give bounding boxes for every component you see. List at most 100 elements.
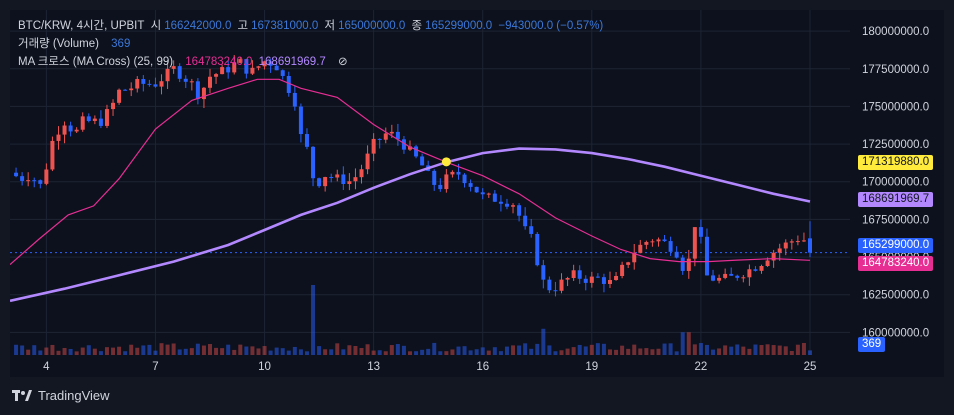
time-tick-label: 25 — [804, 361, 817, 373]
candle-body — [789, 241, 794, 243]
volume-bar — [795, 344, 800, 355]
candle-body — [359, 169, 364, 178]
volume-bar — [753, 344, 758, 355]
candle-body — [541, 265, 546, 280]
volume-bar — [692, 344, 697, 355]
candle-body — [201, 87, 206, 100]
candle-body — [98, 118, 103, 126]
candle-body — [129, 88, 134, 91]
volume-bar — [195, 343, 200, 355]
volume-bar — [620, 345, 625, 355]
candle-body — [274, 65, 279, 71]
time-axis[interactable]: 4 7 10 13 16 19 22 25 — [10, 355, 850, 377]
volume-bar — [20, 345, 25, 355]
candle-body — [620, 264, 625, 277]
volume-bar — [686, 332, 691, 355]
volume-bar — [268, 350, 273, 355]
volume-bar — [511, 345, 516, 355]
price-tick-label: 160000000.0 — [862, 327, 929, 339]
volume-bar — [577, 344, 582, 355]
time-tick-label: 10 — [258, 361, 271, 373]
volume-bar — [80, 347, 85, 355]
candle-body — [335, 174, 340, 178]
tradingview-logo[interactable]: TradingView — [12, 388, 110, 403]
visibility-icon[interactable]: ⊘ — [338, 56, 348, 68]
candle-body — [553, 290, 558, 292]
volume-bar — [444, 351, 449, 355]
volume-bar — [559, 350, 564, 355]
volume-bar — [56, 350, 61, 355]
candle-body — [504, 203, 509, 207]
candlestick-chart[interactable] — [9, 10, 850, 355]
volume-bar — [244, 346, 249, 355]
candle-body — [595, 276, 600, 278]
volume-bar — [747, 348, 752, 355]
candle-body — [183, 78, 188, 82]
candle-body — [189, 81, 194, 83]
candle-body — [801, 240, 806, 242]
low-label: 저 — [324, 20, 336, 32]
price-pane[interactable] — [9, 10, 850, 355]
fast-ma-price-tag: 164783240.0 — [858, 256, 934, 271]
candle-body — [583, 278, 588, 283]
candle-body — [608, 280, 612, 284]
volume-bar — [38, 350, 43, 355]
candle-body — [117, 89, 122, 103]
candle-body — [450, 171, 455, 175]
symbol-legend[interactable]: BTC/KRW, 4시간, UPBIT 시 166242000.0 고 167381… — [18, 17, 606, 33]
candle-body — [26, 180, 31, 182]
candle-body — [511, 205, 516, 207]
cross-price-tag: 171319880.0 — [858, 155, 934, 170]
candle-body — [698, 227, 703, 237]
candle-body — [662, 239, 667, 242]
volume-bar — [801, 342, 806, 355]
candle-body — [353, 177, 358, 182]
volume-bar — [789, 351, 794, 355]
candle-body — [250, 67, 255, 74]
ma-legend-name: MA 크로스 (MA Cross) (25, 99) — [18, 56, 174, 68]
candle-body — [729, 273, 734, 276]
candle-body — [111, 102, 116, 110]
ma-slow-line — [9, 147, 811, 303]
volume-bar — [723, 345, 728, 355]
ma-legend[interactable]: MA 크로스 (MA Cross) (25, 99) 164783240.0 1… — [18, 53, 351, 69]
time-axis-labels: 4 7 10 13 16 19 22 25 — [43, 361, 817, 373]
candle-body — [268, 61, 273, 66]
volume-bar — [238, 344, 243, 355]
candle-body — [395, 131, 400, 140]
volume-bar — [517, 345, 522, 355]
tradingview-icon — [12, 389, 32, 401]
volume-bar — [614, 349, 619, 355]
volume-bar — [608, 349, 612, 355]
volume-bar — [741, 346, 746, 355]
candle-body — [371, 138, 376, 154]
volume-bar — [256, 348, 261, 355]
volume-bar — [323, 349, 328, 355]
volume-bar — [262, 346, 267, 355]
volume-bar — [571, 347, 576, 355]
volume-bar — [486, 350, 491, 355]
price-axis[interactable]: 180000000.0 177500000.0 175000000.0 1725000… — [850, 10, 944, 355]
time-tick-label: 22 — [695, 361, 708, 373]
volume-bar — [214, 347, 219, 355]
candle-body — [214, 74, 219, 77]
candle-body — [420, 156, 425, 166]
volume-bar — [311, 285, 316, 355]
volume-bar — [583, 346, 588, 355]
candle-body — [383, 133, 388, 140]
candle-body — [498, 201, 503, 204]
candle-body — [74, 129, 79, 132]
volume-bar — [226, 344, 231, 355]
candle-body — [171, 66, 176, 69]
open-label: 시 — [150, 20, 162, 32]
candle-body — [123, 89, 128, 91]
candle-body — [135, 79, 140, 89]
candle-body — [577, 270, 582, 279]
volume-bar — [341, 349, 346, 355]
volume-legend[interactable]: 거래량 (Volume) 369 — [18, 35, 133, 51]
volume-bar — [177, 349, 182, 355]
time-tick-label: 7 — [152, 361, 158, 373]
volume-bar — [92, 348, 97, 355]
volume-bar — [462, 346, 467, 355]
volume-bar — [189, 348, 194, 355]
